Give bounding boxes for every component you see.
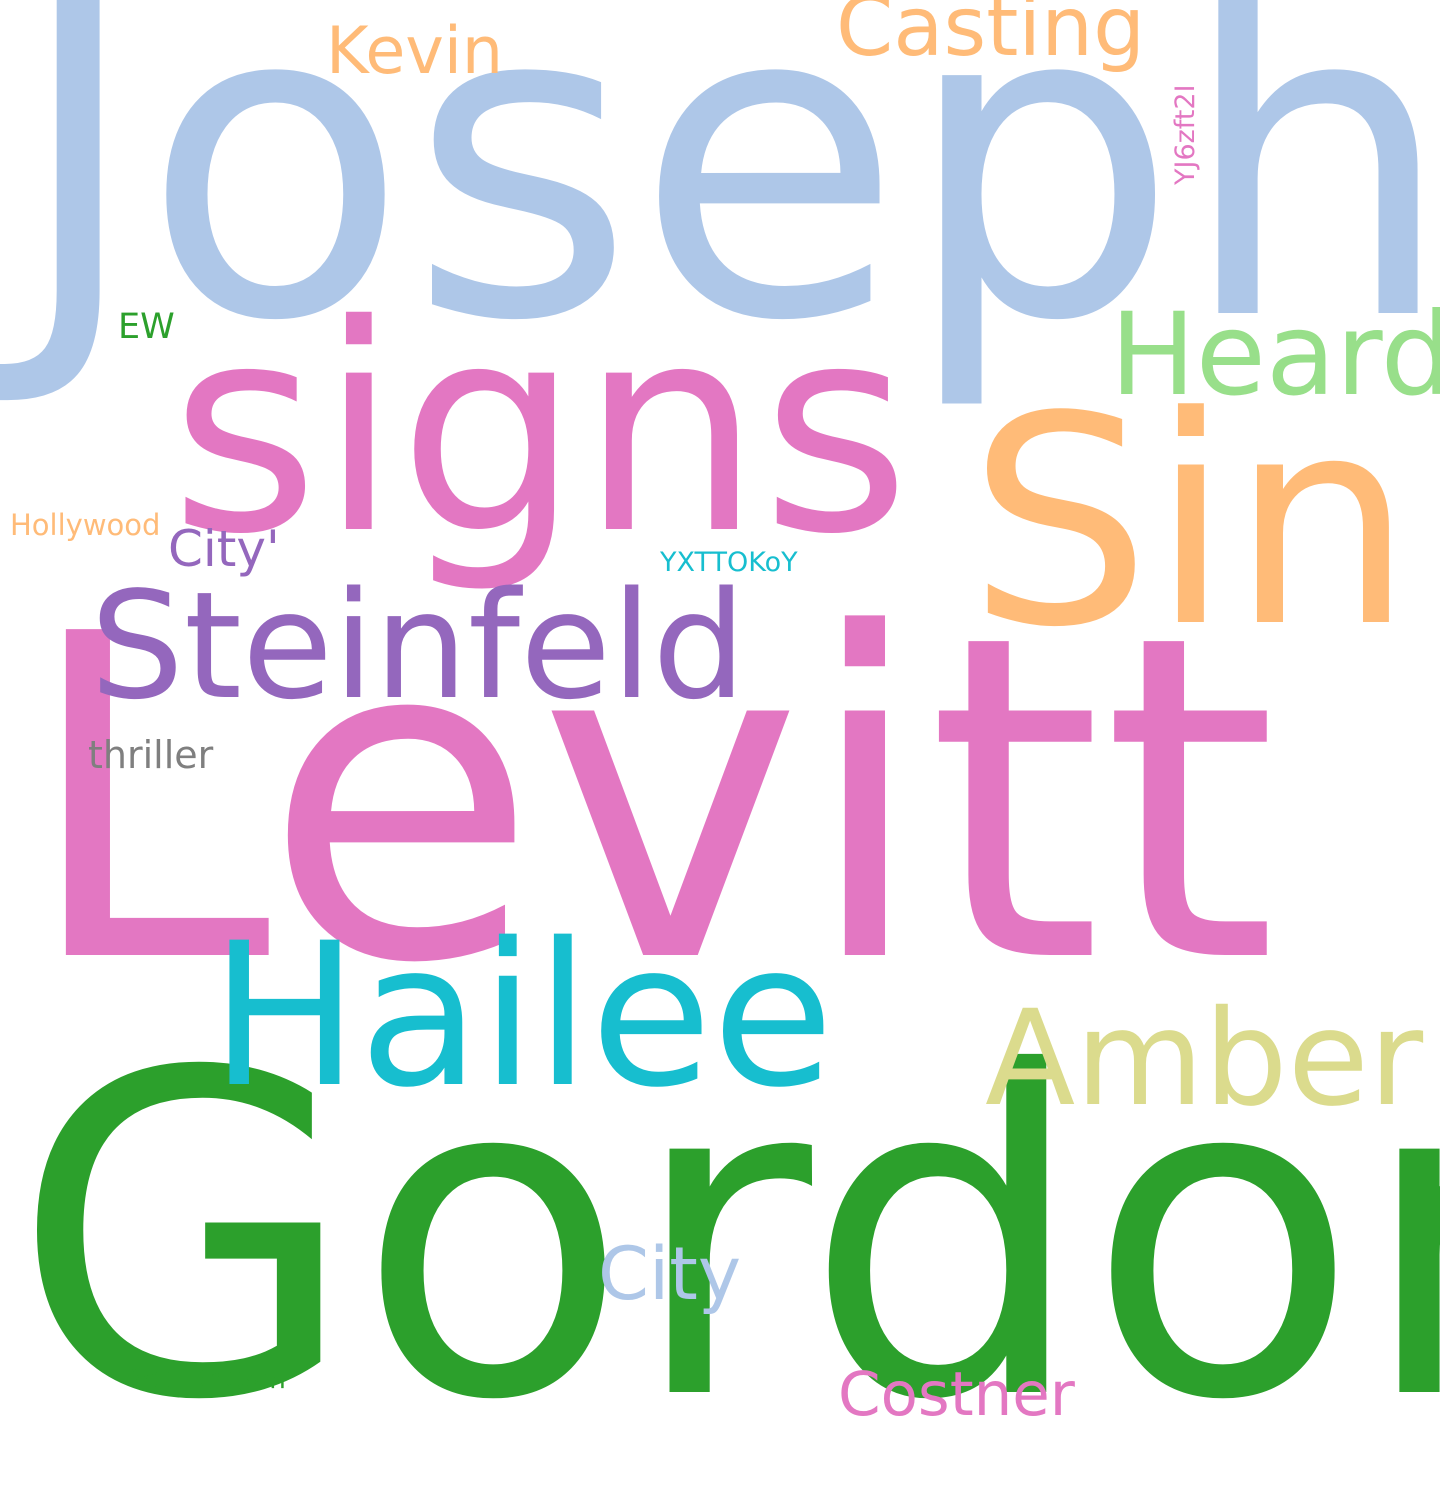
word-hailee: Hailee: [210, 900, 834, 1131]
word-sin: Sin: [968, 355, 1414, 690]
word-steinfeld: Steinfeld: [90, 560, 747, 732]
word-ew: EW: [118, 307, 175, 347]
word-heard: Heard: [1110, 288, 1440, 421]
word-yxttokoy: YXTTOKoY: [660, 547, 798, 578]
word-thriller: thriller: [88, 733, 214, 777]
word-vgernqsm: VGERnQsm: [132, 1364, 286, 1395]
word-city: City: [598, 1232, 742, 1317]
word-city-quote: City': [168, 520, 280, 578]
word-signs: signs: [170, 265, 911, 597]
word-cloud: Joseph Levitt Gordon signs Sin Steinfeld…: [10, 0, 1440, 1461]
word-joseph: Joseph: [14, 0, 1440, 416]
word-kevin: Kevin: [326, 14, 504, 89]
word-levitt: Levitt: [22, 541, 1278, 1061]
word-casting: Casting: [836, 0, 1146, 75]
word-yj6zft2i: YJ6zft2I: [1170, 84, 1201, 185]
word-costner: Costner: [838, 1359, 1075, 1430]
word-gordon: Gordon: [12, 979, 1440, 1497]
word-hollywood: Hollywood: [10, 508, 161, 542]
word-amber: Amber: [985, 982, 1424, 1136]
